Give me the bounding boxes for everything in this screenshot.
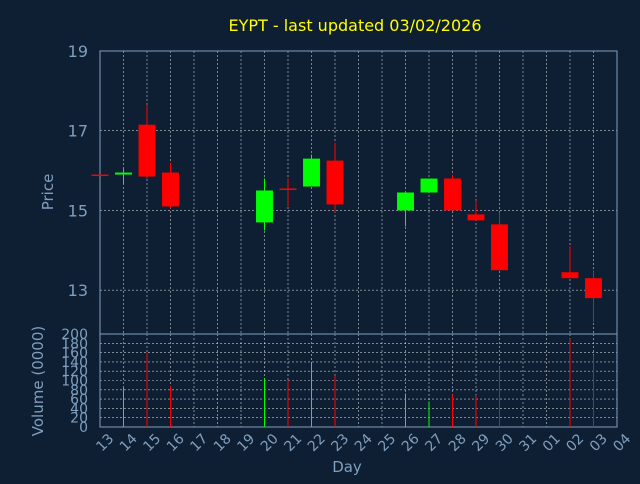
x-tick-label: 21 [281, 431, 305, 455]
x-tick-label: 17 [187, 431, 211, 455]
candle-body [397, 192, 414, 211]
x-tick-label: 03 [587, 431, 611, 455]
candle-body [326, 160, 344, 205]
candle-body [279, 188, 297, 191]
x-tick-label: 23 [328, 431, 352, 455]
volume-tick-label: 180 [61, 336, 88, 352]
candle-body [420, 178, 438, 193]
candle-body [115, 172, 132, 175]
volume-tick-label: 0 [79, 420, 88, 436]
x-tick-label: 30 [493, 431, 517, 455]
volume-tick-label: 60 [70, 392, 88, 408]
x-tick-label: 01 [540, 431, 564, 455]
price-tick-label: 19 [68, 42, 88, 61]
chart-title: EYPT - last updated 03/02/2026 [228, 16, 481, 35]
volume-tick-label: 40 [70, 401, 88, 417]
price-tick-labels: 13 15 17 19 [68, 42, 88, 300]
price-tick-label: 15 [68, 201, 88, 220]
x-tick-label: 22 [305, 431, 329, 455]
x-tick-label: 18 [211, 431, 235, 455]
x-tick-label: 24 [352, 431, 376, 455]
candle-body [91, 174, 109, 177]
volume-tick-label: 20 [70, 411, 88, 427]
candle-body [162, 172, 179, 207]
x-tick-label: 29 [469, 431, 493, 455]
x-tick-label: 02 [563, 431, 587, 455]
candle-body [444, 178, 461, 211]
x-tick-label: 31 [516, 431, 540, 455]
candle-body [138, 124, 156, 177]
volume-grid [100, 334, 617, 427]
x-tick-label: 28 [446, 431, 470, 455]
volume-tick-label: 100 [61, 374, 88, 390]
price-tick-label: 13 [68, 281, 88, 300]
y-axis-label: Price [39, 174, 57, 211]
volume-tick-label: 140 [61, 355, 88, 371]
price-tick-label: 17 [68, 122, 88, 141]
volume-panel-frame [99, 333, 618, 428]
candles [91, 104, 602, 323]
candle-body [467, 214, 485, 221]
x-tick-label: 16 [164, 431, 188, 455]
x-tick-label: 25 [375, 431, 399, 455]
x-tick-label: 13 [93, 431, 117, 455]
volume-bars [123, 338, 594, 427]
x-tick-label: 19 [234, 431, 258, 455]
volume-tick-label: 160 [61, 346, 88, 362]
x-tick-labels: 13 14 15 16 17 18 19 20 21 22 23 24 25 26 27 28 29 30 31 01… [93, 431, 634, 455]
x-tick-label: 20 [258, 431, 282, 455]
x-tick-label: 26 [399, 431, 423, 455]
x-tick-label: 15 [140, 431, 164, 455]
x-tick-label: 04 [610, 431, 634, 455]
x-axis-label: Day [332, 458, 362, 476]
candle-body [491, 224, 508, 271]
volume-tick-label: 80 [70, 383, 88, 399]
candle-body [303, 158, 320, 187]
candle-body [585, 278, 602, 299]
x-tick-label: 14 [117, 431, 141, 455]
candle-body [256, 190, 273, 223]
volume-tick-label: 120 [61, 364, 88, 380]
candle-body [561, 272, 579, 279]
x-tick-label: 27 [422, 431, 446, 455]
volume-axis-label: Volume (0000) [29, 326, 47, 436]
volume-tick-label: 200 [61, 327, 88, 343]
